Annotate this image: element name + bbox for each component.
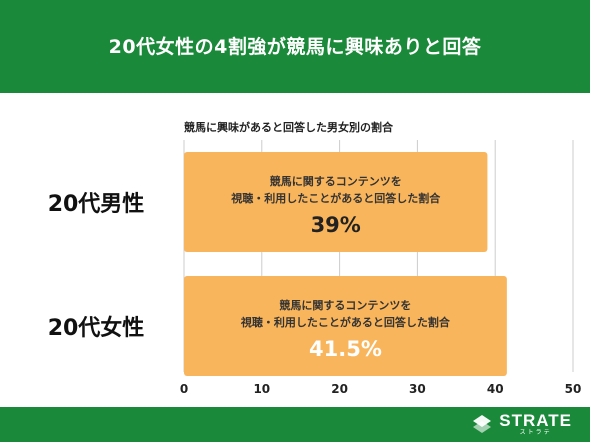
bar-value-label-0: 39% xyxy=(311,213,361,237)
brand-logo[interactable]: STRATE ストラテ xyxy=(470,412,572,436)
brand-name: STRATE xyxy=(499,411,572,430)
bar-1 xyxy=(184,276,507,376)
x-tick-label-3: 30 xyxy=(409,382,426,396)
chart-title: 競馬に興味があると回答した男女別の割合 xyxy=(184,121,393,134)
bar-0 xyxy=(184,152,488,252)
x-tick-label-5: 50 xyxy=(565,382,582,396)
header-banner: 20代女性の4割強が競馬に興味ありと回答 xyxy=(0,0,590,93)
x-tick-label-4: 40 xyxy=(487,382,504,396)
x-tick-label-2: 20 xyxy=(331,382,348,396)
bar-label-line1-1: 競馬に関するコンテンツを xyxy=(279,298,411,312)
x-tick-label-1: 10 xyxy=(253,382,270,396)
bar-label-line2-0: 視聴・利用したことがあると回答した割合 xyxy=(230,191,441,205)
footer-banner: STRATE ストラテ xyxy=(0,407,590,442)
bar-label-line2-1: 視聴・利用したことがあると回答した割合 xyxy=(240,315,451,329)
category-label-1: 20代女性 xyxy=(48,315,145,341)
bar-value-label-1: 41.5% xyxy=(309,337,382,361)
x-tick-label-0: 0 xyxy=(180,382,188,396)
strate-logo-icon xyxy=(473,415,492,433)
category-label-0: 20代男性 xyxy=(48,192,145,217)
brand-subtitle: ストラテ xyxy=(519,429,552,436)
page-title: 20代女性の4割強が競馬に興味ありと回答 xyxy=(108,36,482,58)
bar-label-line1-0: 競馬に関するコンテンツを xyxy=(270,174,402,188)
